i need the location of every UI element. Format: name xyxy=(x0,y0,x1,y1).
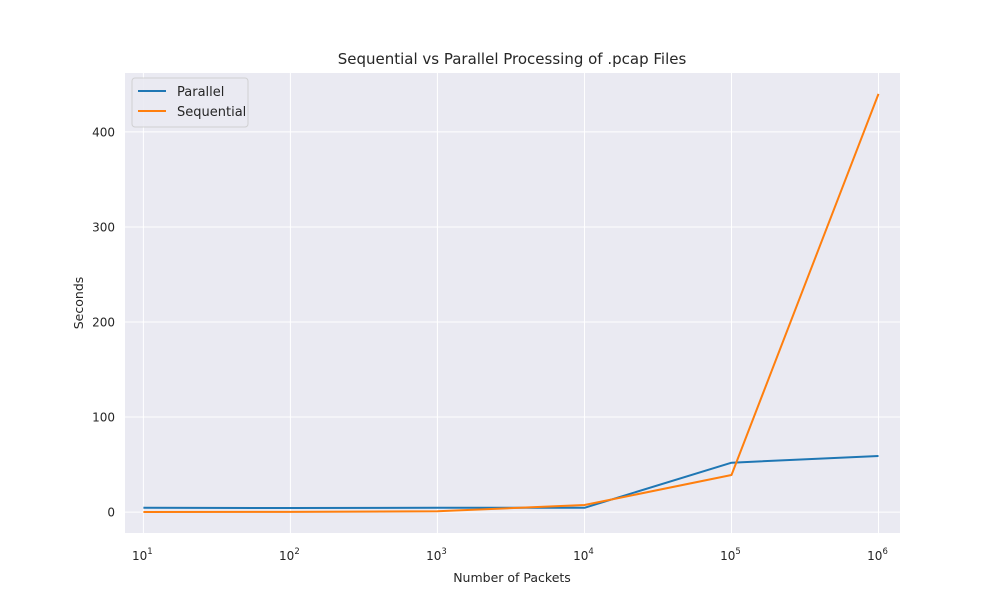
legend: Parallel Sequential xyxy=(131,77,249,128)
x-axis-label: Number of Packets xyxy=(453,570,571,585)
series-line-sequential xyxy=(143,93,880,513)
y-tick-label: 300 xyxy=(92,220,115,234)
x-tick-label: 102 xyxy=(279,547,300,563)
x-tick-label: 104 xyxy=(573,547,594,563)
grid xyxy=(125,73,900,533)
y-tick-label: 200 xyxy=(92,316,115,330)
y-axis-ticks: 0 100 200 300 400 xyxy=(92,125,115,519)
plot-background xyxy=(125,73,900,533)
y-axis-label: Seconds xyxy=(71,277,86,330)
y-tick-label: 0 xyxy=(107,506,115,520)
x-axis-ticks: 101 102 103 104 105 106 xyxy=(132,547,888,563)
series-lines xyxy=(143,93,880,513)
x-tick-label: 106 xyxy=(867,547,888,563)
x-tick-label: 105 xyxy=(720,547,741,563)
y-tick-label: 100 xyxy=(92,411,115,425)
legend-label-sequential: Sequential xyxy=(177,105,246,120)
x-tick-label: 101 xyxy=(132,547,153,563)
legend-label-parallel: Parallel xyxy=(177,85,224,100)
chart-title: Sequential vs Parallel Processing of .pc… xyxy=(338,50,687,68)
y-tick-label: 400 xyxy=(92,125,115,139)
x-tick-label: 103 xyxy=(426,547,447,563)
